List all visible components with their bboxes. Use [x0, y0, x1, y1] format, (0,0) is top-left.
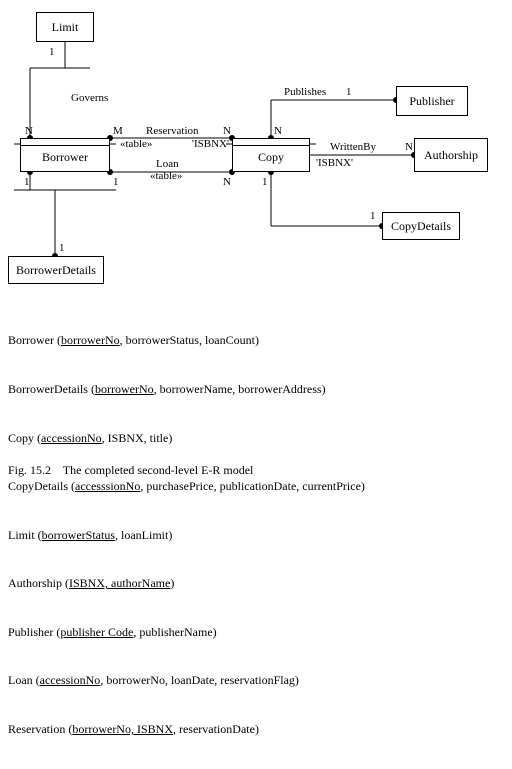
- entity-label: Publisher: [409, 94, 454, 109]
- schema-loan: Loan (accessionNo, borrowerNo, loanDate,…: [8, 672, 365, 688]
- entity-label: Limit: [52, 20, 79, 35]
- schema-block: Borrower (borrowerNo, borrowerStatus, lo…: [8, 300, 365, 769]
- card-lim-1: 1: [49, 46, 55, 58]
- rel-writtenby: WrittenBy: [330, 141, 376, 153]
- schema-borrower: Borrower (borrowerNo, borrowerStatus, lo…: [8, 332, 365, 348]
- schema-reservation: Reservation (borrowerNo, ISBNX, reservat…: [8, 721, 365, 737]
- figure-caption: Fig. 15.2 The completed second-level E-R…: [8, 462, 253, 478]
- entity-authorship: Authorship: [414, 138, 488, 172]
- card-pub-1: 1: [346, 86, 352, 98]
- entity-copydetails: CopyDetails: [382, 212, 460, 240]
- entity-label: BorrowerDetails: [16, 263, 96, 278]
- card-gov-n: N: [25, 125, 33, 137]
- schema-publisher: Publisher (publisher Code, publisherName…: [8, 624, 365, 640]
- rel-res-table: «table»: [120, 138, 152, 150]
- card-res-m: M: [113, 125, 123, 137]
- entity-label: Authorship: [424, 148, 478, 163]
- rel-governs: Governs: [71, 92, 108, 104]
- schema-copydetails: CopyDetails (accesssionNo, purchasePrice…: [8, 478, 365, 494]
- entity-label: Borrower: [42, 150, 88, 165]
- card-wb-n: N: [405, 141, 413, 153]
- entity-borrowerdetails: BorrowerDetails: [8, 256, 104, 284]
- card-loan-c1: 1: [262, 176, 268, 188]
- rel-loan: Loan: [156, 158, 179, 170]
- entity-copy: Copy: [232, 138, 310, 172]
- card-loan-br: 1: [113, 176, 119, 188]
- schema-authorship: Authorship (ISBNX, authorName): [8, 575, 365, 591]
- rel-reservation: Reservation: [146, 125, 199, 137]
- card-res-n: N: [223, 125, 231, 137]
- schema-copy: Copy (accessionNo, ISBNX, title): [8, 430, 365, 446]
- card-cd-1: 1: [370, 210, 376, 222]
- card-loan-bl: 1: [24, 176, 30, 188]
- card-loan-cn: N: [223, 176, 231, 188]
- card-bd-1: 1: [59, 242, 65, 254]
- card-copy-n: N: [274, 125, 282, 137]
- er-canvas: Limit Borrower Copy Publisher Authorship…: [0, 0, 512, 500]
- rel-res-isbnx: 'ISBNX': [192, 138, 229, 150]
- entity-label: CopyDetails: [391, 219, 451, 234]
- entity-borrower: Borrower: [20, 138, 110, 172]
- schema-limit: Limit (borrowerStatus, loanLimit): [8, 527, 365, 543]
- entity-publisher: Publisher: [396, 86, 468, 116]
- rel-wb-isbnx: 'ISBNX': [316, 157, 353, 169]
- entity-label: Copy: [258, 150, 284, 165]
- entity-limit: Limit: [36, 12, 94, 42]
- rel-publishes: Publishes: [284, 86, 326, 98]
- schema-borrowerdetails: BorrowerDetails (borrowerNo, borrowerNam…: [8, 381, 365, 397]
- rel-loan-table: «table»: [150, 170, 182, 182]
